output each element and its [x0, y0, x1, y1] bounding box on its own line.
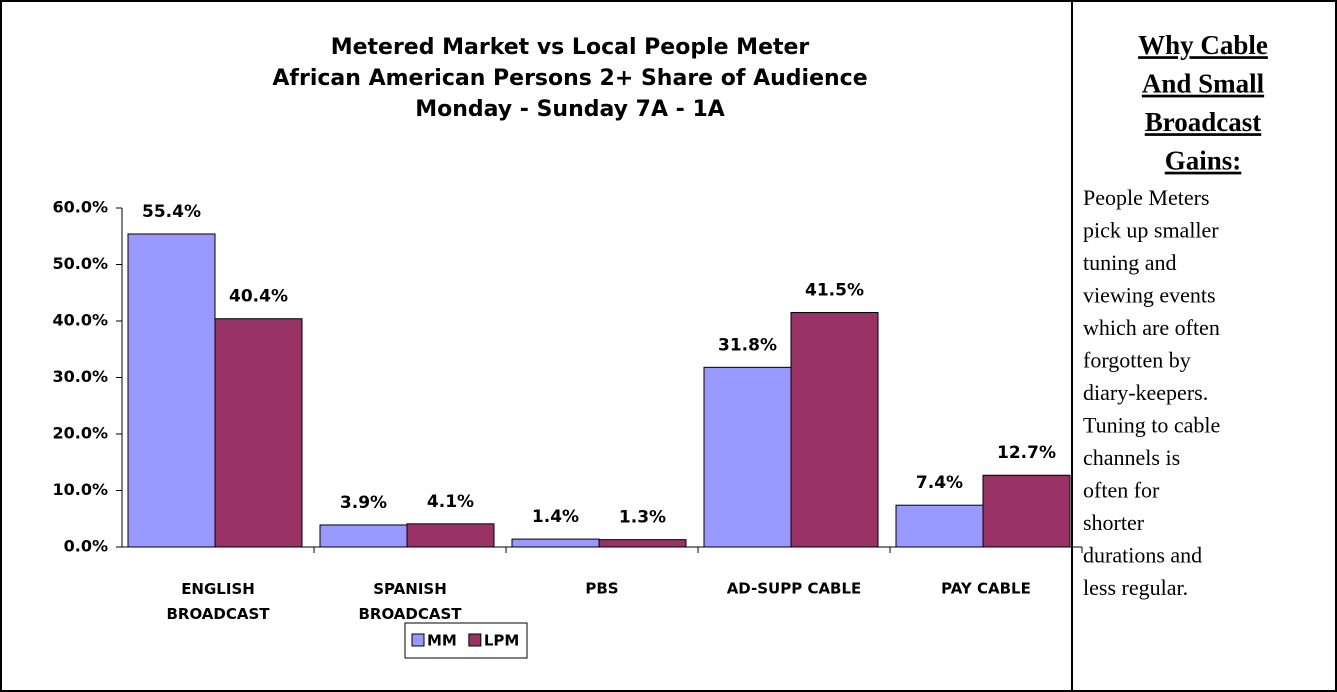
panel-text: durations and: [1083, 543, 1202, 568]
panel-text: Tuning to cable: [1083, 413, 1220, 438]
y-tick-label: 40.0%: [52, 311, 108, 330]
x-tick-label-line: BROADCAST: [166, 605, 270, 623]
y-tick-label: 60.0%: [52, 198, 108, 217]
y-tick-label: 50.0%: [52, 254, 108, 273]
chart-title: African American Persons 2+ Share of Aud…: [272, 66, 867, 91]
value-label: 40.4%: [229, 287, 288, 307]
bar: [703, 366, 792, 548]
legend-swatch: [468, 633, 482, 647]
legend-swatch: [411, 633, 425, 647]
x-tick-label-line: SPANISH: [373, 580, 447, 598]
value-label: 7.4%: [916, 473, 963, 493]
panel-text: People Meters: [1083, 185, 1209, 210]
value-label: 4.1%: [427, 492, 474, 512]
legend-label: LPM: [484, 632, 519, 650]
bar: [982, 474, 1071, 548]
bar: [598, 539, 687, 548]
panel-text: viewing events: [1083, 283, 1216, 308]
y-tick-label: 0.0%: [64, 537, 108, 556]
panel-text: channels is: [1083, 445, 1180, 470]
panel-heading: Why Cable: [1138, 30, 1268, 60]
bar: [319, 524, 408, 548]
panel-text: diary-keepers.: [1083, 380, 1208, 405]
panel-text: which are often: [1083, 315, 1220, 340]
bar: [790, 312, 879, 548]
bar: [127, 233, 216, 548]
x-tick-label-line: ENGLISH: [181, 580, 255, 598]
y-tick-label: 10.0%: [52, 480, 108, 499]
chart-title: Metered Market vs Local People Meter: [331, 35, 810, 60]
panel-heading: Broadcast: [1145, 107, 1262, 137]
x-tick-label-line: BROADCAST: [358, 605, 462, 623]
value-label: 1.3%: [619, 508, 666, 528]
bar: [511, 538, 600, 548]
value-label: 41.5%: [805, 281, 864, 301]
panel-text: shorter: [1083, 510, 1145, 535]
x-tick-label: SPANISH BROADCAST: [358, 580, 462, 623]
value-label: 3.9%: [340, 493, 387, 513]
panel-text: less regular.: [1083, 575, 1188, 600]
value-label: 55.4%: [142, 202, 201, 222]
panel-heading: And Small: [1142, 69, 1265, 99]
panel-text: tuning and: [1083, 250, 1177, 275]
bar: [895, 504, 984, 548]
x-tick-label: PAY CABLE: [941, 580, 1031, 598]
bar: [214, 318, 303, 548]
x-tick-label: PBS: [585, 580, 618, 598]
chart-title: Monday - Sunday 7A - 1A: [415, 97, 725, 122]
legend-label: MM: [427, 632, 457, 650]
value-label: 12.7%: [997, 443, 1056, 463]
value-label: 1.4%: [532, 507, 579, 527]
panel-text: forgotten by: [1083, 348, 1191, 373]
value-label: 31.8%: [718, 335, 777, 355]
panel-text: pick up smaller: [1083, 218, 1219, 243]
legend-box: [404, 622, 528, 659]
y-tick-label: 20.0%: [52, 424, 108, 443]
x-tick-label: AD-SUPP CABLE: [727, 580, 862, 598]
x-tick-label: ENGLISH BROADCAST: [166, 580, 270, 623]
y-tick-label: 30.0%: [52, 367, 108, 386]
panel-text: often for: [1083, 478, 1160, 503]
bar: [406, 523, 495, 548]
panel-heading: Gains:: [1165, 146, 1242, 176]
